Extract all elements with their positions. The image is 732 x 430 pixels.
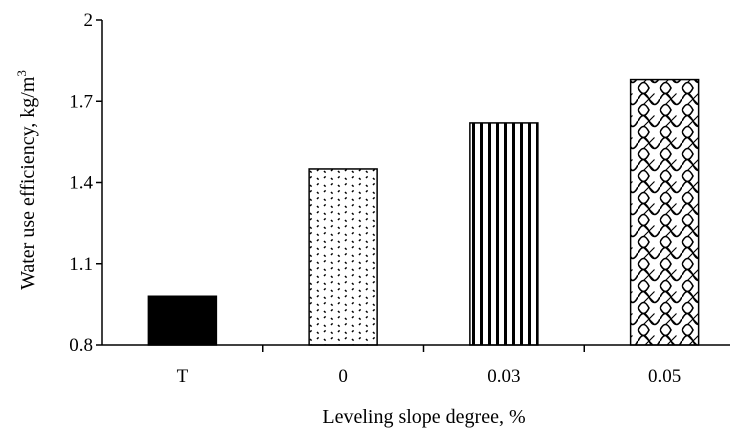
y-tick-label: 1.7	[69, 91, 93, 112]
y-tick-label: 1.4	[69, 173, 93, 194]
y-tick-label: 1.1	[69, 254, 93, 275]
y-axis-title: Water use efficiency, kg/m3	[14, 70, 39, 290]
bar-1	[147, 295, 218, 346]
bar-2	[308, 168, 378, 346]
x-tick-label: T	[177, 366, 189, 387]
bar-4	[629, 78, 700, 346]
x-tick-label: 0.03	[487, 366, 520, 387]
y-axis-title-main: Water use efficiency, kg/m	[17, 76, 39, 290]
bar-3	[469, 122, 539, 346]
y-tick-label: 0.8	[69, 335, 93, 356]
y-tick-label: 2	[84, 10, 94, 31]
y-ticks: 0.8 1.1 1.4 1.7 2	[69, 10, 102, 356]
x-tick-label: 0	[338, 366, 348, 387]
y-axis-title-sup: 3	[14, 70, 29, 77]
x-tick-label: 0.05	[648, 366, 681, 387]
bars	[147, 78, 700, 346]
x-axis-title: Leveling slope degree, %	[322, 406, 525, 428]
x-ticks: T 0 0.03 0.05	[177, 345, 681, 387]
